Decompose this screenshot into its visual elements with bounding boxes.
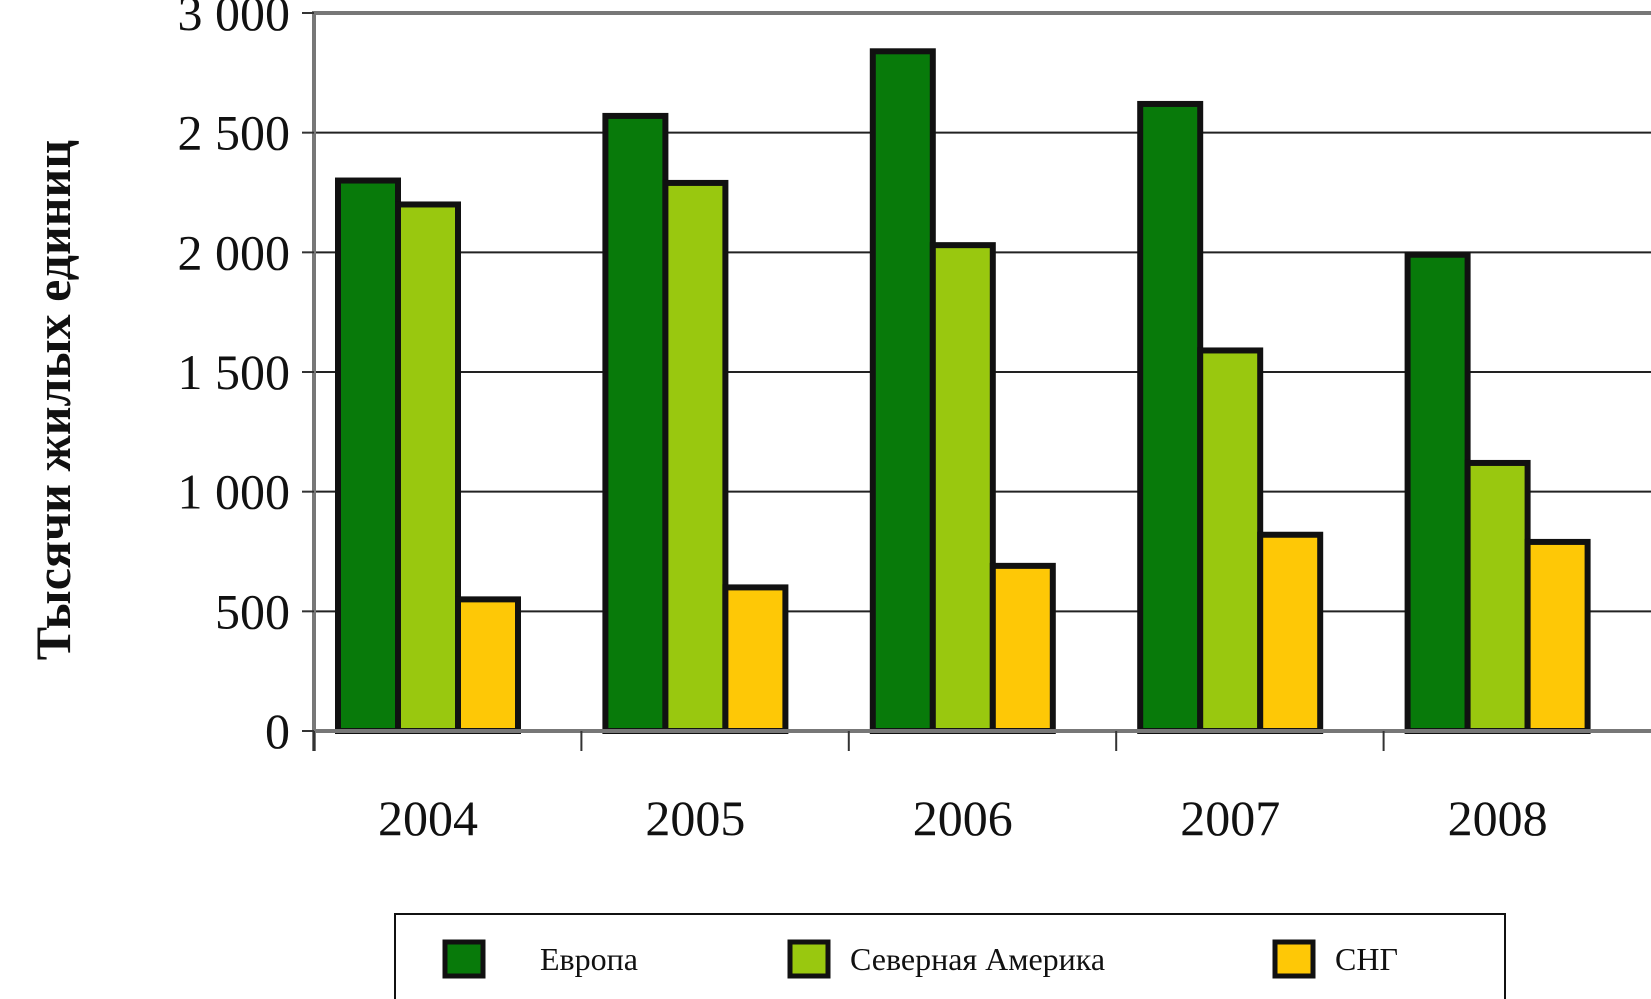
bar	[335, 177, 401, 735]
y-tick-label: 3 000	[178, 0, 291, 41]
legend-swatch	[1272, 939, 1316, 979]
y-tick-label: 1 500	[178, 344, 291, 400]
x-tick-label: 2005	[645, 790, 745, 846]
y-tick-label: 2 500	[178, 105, 291, 161]
x-tick-label: 2004	[378, 790, 478, 846]
x-tick-label: 2008	[1448, 790, 1548, 846]
bars	[335, 48, 1591, 735]
legend-label: Европа	[540, 941, 638, 977]
y-tick-label: 500	[215, 583, 290, 639]
legend-label: СНГ	[1335, 941, 1398, 977]
bar	[395, 201, 461, 734]
bar	[1524, 538, 1591, 735]
bar	[1464, 459, 1531, 734]
legend-swatch	[787, 939, 831, 979]
bar	[602, 112, 669, 734]
bar	[662, 179, 729, 734]
y-tick-label: 0	[265, 703, 290, 759]
bar	[1137, 100, 1204, 735]
x-tick-labels: 2004 2005 2006 2007 2008	[378, 790, 1548, 846]
bar	[869, 48, 936, 734]
legend-label: Северная Америка	[850, 941, 1105, 977]
legend-swatch	[442, 939, 486, 979]
bar	[989, 562, 1056, 734]
axes	[312, 11, 1651, 751]
bar	[929, 242, 996, 735]
bar	[1404, 251, 1471, 735]
legend: Европа Северная Америка СНГ	[394, 913, 1506, 999]
bar	[455, 596, 521, 734]
x-tick-label: 2007	[1180, 790, 1280, 846]
legend-box	[394, 913, 1506, 999]
bar	[1257, 531, 1324, 734]
y-tick-labels: 0 500 1 000 1 500 2 000 2 500 3 000	[178, 0, 314, 759]
bar	[1197, 347, 1264, 734]
x-tick-label: 2006	[913, 790, 1013, 846]
legend-items: Европа Северная Америка СНГ	[442, 939, 1398, 979]
y-tick-label: 1 000	[178, 464, 291, 520]
y-tick-label: 2 000	[178, 224, 291, 280]
bar	[722, 584, 789, 735]
y-axis-label: Тысячи жилых единиц	[25, 140, 81, 660]
